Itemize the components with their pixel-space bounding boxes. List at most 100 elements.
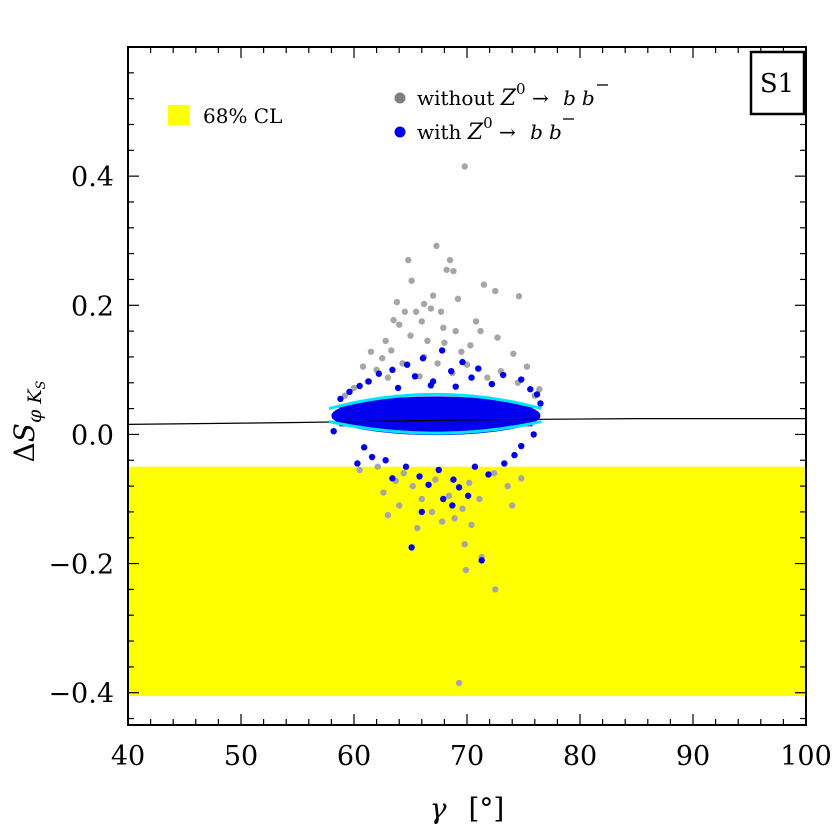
without-z0-point-51 xyxy=(350,384,358,392)
without-z0-point-45 xyxy=(416,373,423,380)
envelope-layer xyxy=(328,392,542,435)
without-z0-point-33 xyxy=(458,348,465,355)
without-z0-point-15 xyxy=(454,295,462,303)
with-z0-point-16 xyxy=(527,386,534,393)
without-z0-point-47 xyxy=(484,374,491,381)
without-z0-point-40 xyxy=(523,363,531,370)
without-z0-point-4 xyxy=(443,266,450,273)
without-z0-point-41 xyxy=(359,363,367,370)
without-z0-point-64 xyxy=(476,495,483,503)
with-z0-point-32 xyxy=(425,481,432,488)
without-z0-point-23 xyxy=(452,327,459,335)
with-z0-point-45 xyxy=(330,428,337,435)
without-z0-point-31 xyxy=(388,347,395,354)
without-z0-point-5 xyxy=(450,267,457,275)
with-z0-point-6 xyxy=(447,367,455,375)
without-z0-point-16 xyxy=(401,308,409,315)
x-tick-label-90: 90 xyxy=(676,741,710,772)
without-z0-point-26 xyxy=(382,337,389,344)
without-z0-point-56 xyxy=(356,466,363,474)
with-z0-core-body xyxy=(339,405,533,427)
without-z0-point-13 xyxy=(427,305,435,312)
with-z0-point-25 xyxy=(435,466,442,474)
with-z0-point-47 xyxy=(518,442,525,450)
scenario-tag-label: S1 xyxy=(760,69,794,99)
without-z0-point-52 xyxy=(341,392,349,399)
without-z0-point-10 xyxy=(393,298,401,306)
without-z0-point-58 xyxy=(432,476,439,483)
with-z0-point-14 xyxy=(488,380,496,388)
with-z0-point-26 xyxy=(471,463,479,470)
without-z0-point-55 xyxy=(400,469,407,477)
without-z0-point-63 xyxy=(445,492,453,499)
with-z0-point-46 xyxy=(360,444,368,451)
with-z0-point-29 xyxy=(450,476,457,483)
without-z0-point-78 xyxy=(455,679,463,687)
with-z0-point-19 xyxy=(394,384,402,392)
without-z0-point-3 xyxy=(446,256,454,264)
without-z0-point-81 xyxy=(518,475,525,482)
x-tick-label-60: 60 xyxy=(337,741,371,772)
without-z0-point-22 xyxy=(440,324,447,332)
y-tick-label-1: −0.2 xyxy=(48,550,114,581)
legend-marker-without-z0 xyxy=(394,92,406,104)
without-z0-point-20 xyxy=(472,318,480,325)
series-without-z0-points xyxy=(341,163,543,687)
without-z0-point-36 xyxy=(379,355,386,362)
without-z0-point-6 xyxy=(408,277,415,284)
without-z0-point-65 xyxy=(418,495,425,503)
with-z0-point-21 xyxy=(427,382,435,389)
with-z0-point-31 xyxy=(485,471,492,478)
y-axis-title: ΔSφ KS xyxy=(8,380,49,462)
with-z0-point-4 xyxy=(475,365,482,372)
x-axis-title: γ [°] xyxy=(430,792,505,825)
with-z0-point-7 xyxy=(375,370,383,377)
with-z0-point-9 xyxy=(411,373,419,380)
legend-band-swatch xyxy=(168,105,189,125)
without-z0-point-72 xyxy=(414,524,421,532)
without-z0-point-0 xyxy=(461,163,468,170)
without-z0-point-28 xyxy=(441,339,448,346)
confidence-band xyxy=(128,466,806,696)
envelope-upper xyxy=(328,392,542,411)
without-z0-point-7 xyxy=(480,281,488,288)
with-z0-point-24 xyxy=(402,463,410,470)
with-z0-point-34 xyxy=(511,451,518,459)
with-z0-point-39 xyxy=(449,502,456,509)
y-tick-label-2: 0.0 xyxy=(71,420,114,451)
y-tick-label-0: −0.4 xyxy=(48,679,114,710)
with-z0-point-11 xyxy=(518,376,525,383)
without-z0-point-14 xyxy=(412,308,420,315)
with-z0-point-35 xyxy=(368,453,376,461)
with-z0-point-15 xyxy=(356,382,363,390)
x-tick-label-50: 50 xyxy=(224,741,258,772)
with-z0-point-27 xyxy=(501,460,508,467)
without-z0-point-74 xyxy=(461,541,468,548)
with-z0-point-30 xyxy=(389,475,396,482)
without-z0-point-54 xyxy=(374,463,381,470)
without-z0-point-67 xyxy=(384,511,392,519)
x-tick-label-40: 40 xyxy=(111,741,145,772)
with-z0-point-17 xyxy=(346,388,353,396)
without-z0-point-11 xyxy=(420,300,428,308)
without-z0-point-25 xyxy=(407,332,414,339)
without-z0-point-69 xyxy=(509,502,516,509)
without-z0-point-59 xyxy=(466,479,473,487)
without-z0-point-1 xyxy=(433,242,440,250)
without-z0-point-71 xyxy=(468,521,475,529)
without-z0-point-8 xyxy=(492,287,499,295)
without-z0-point-73 xyxy=(451,515,458,522)
without-z0-point-18 xyxy=(390,316,397,324)
without-z0-point-17 xyxy=(437,308,445,315)
confidence-band-layer xyxy=(128,466,806,696)
with-z0-point-0 xyxy=(438,347,446,354)
x-tick-label-80: 80 xyxy=(563,741,597,772)
without-z0-point-2 xyxy=(405,256,412,264)
without-z0-point-79 xyxy=(428,508,436,516)
without-z0-point-9 xyxy=(515,293,523,300)
